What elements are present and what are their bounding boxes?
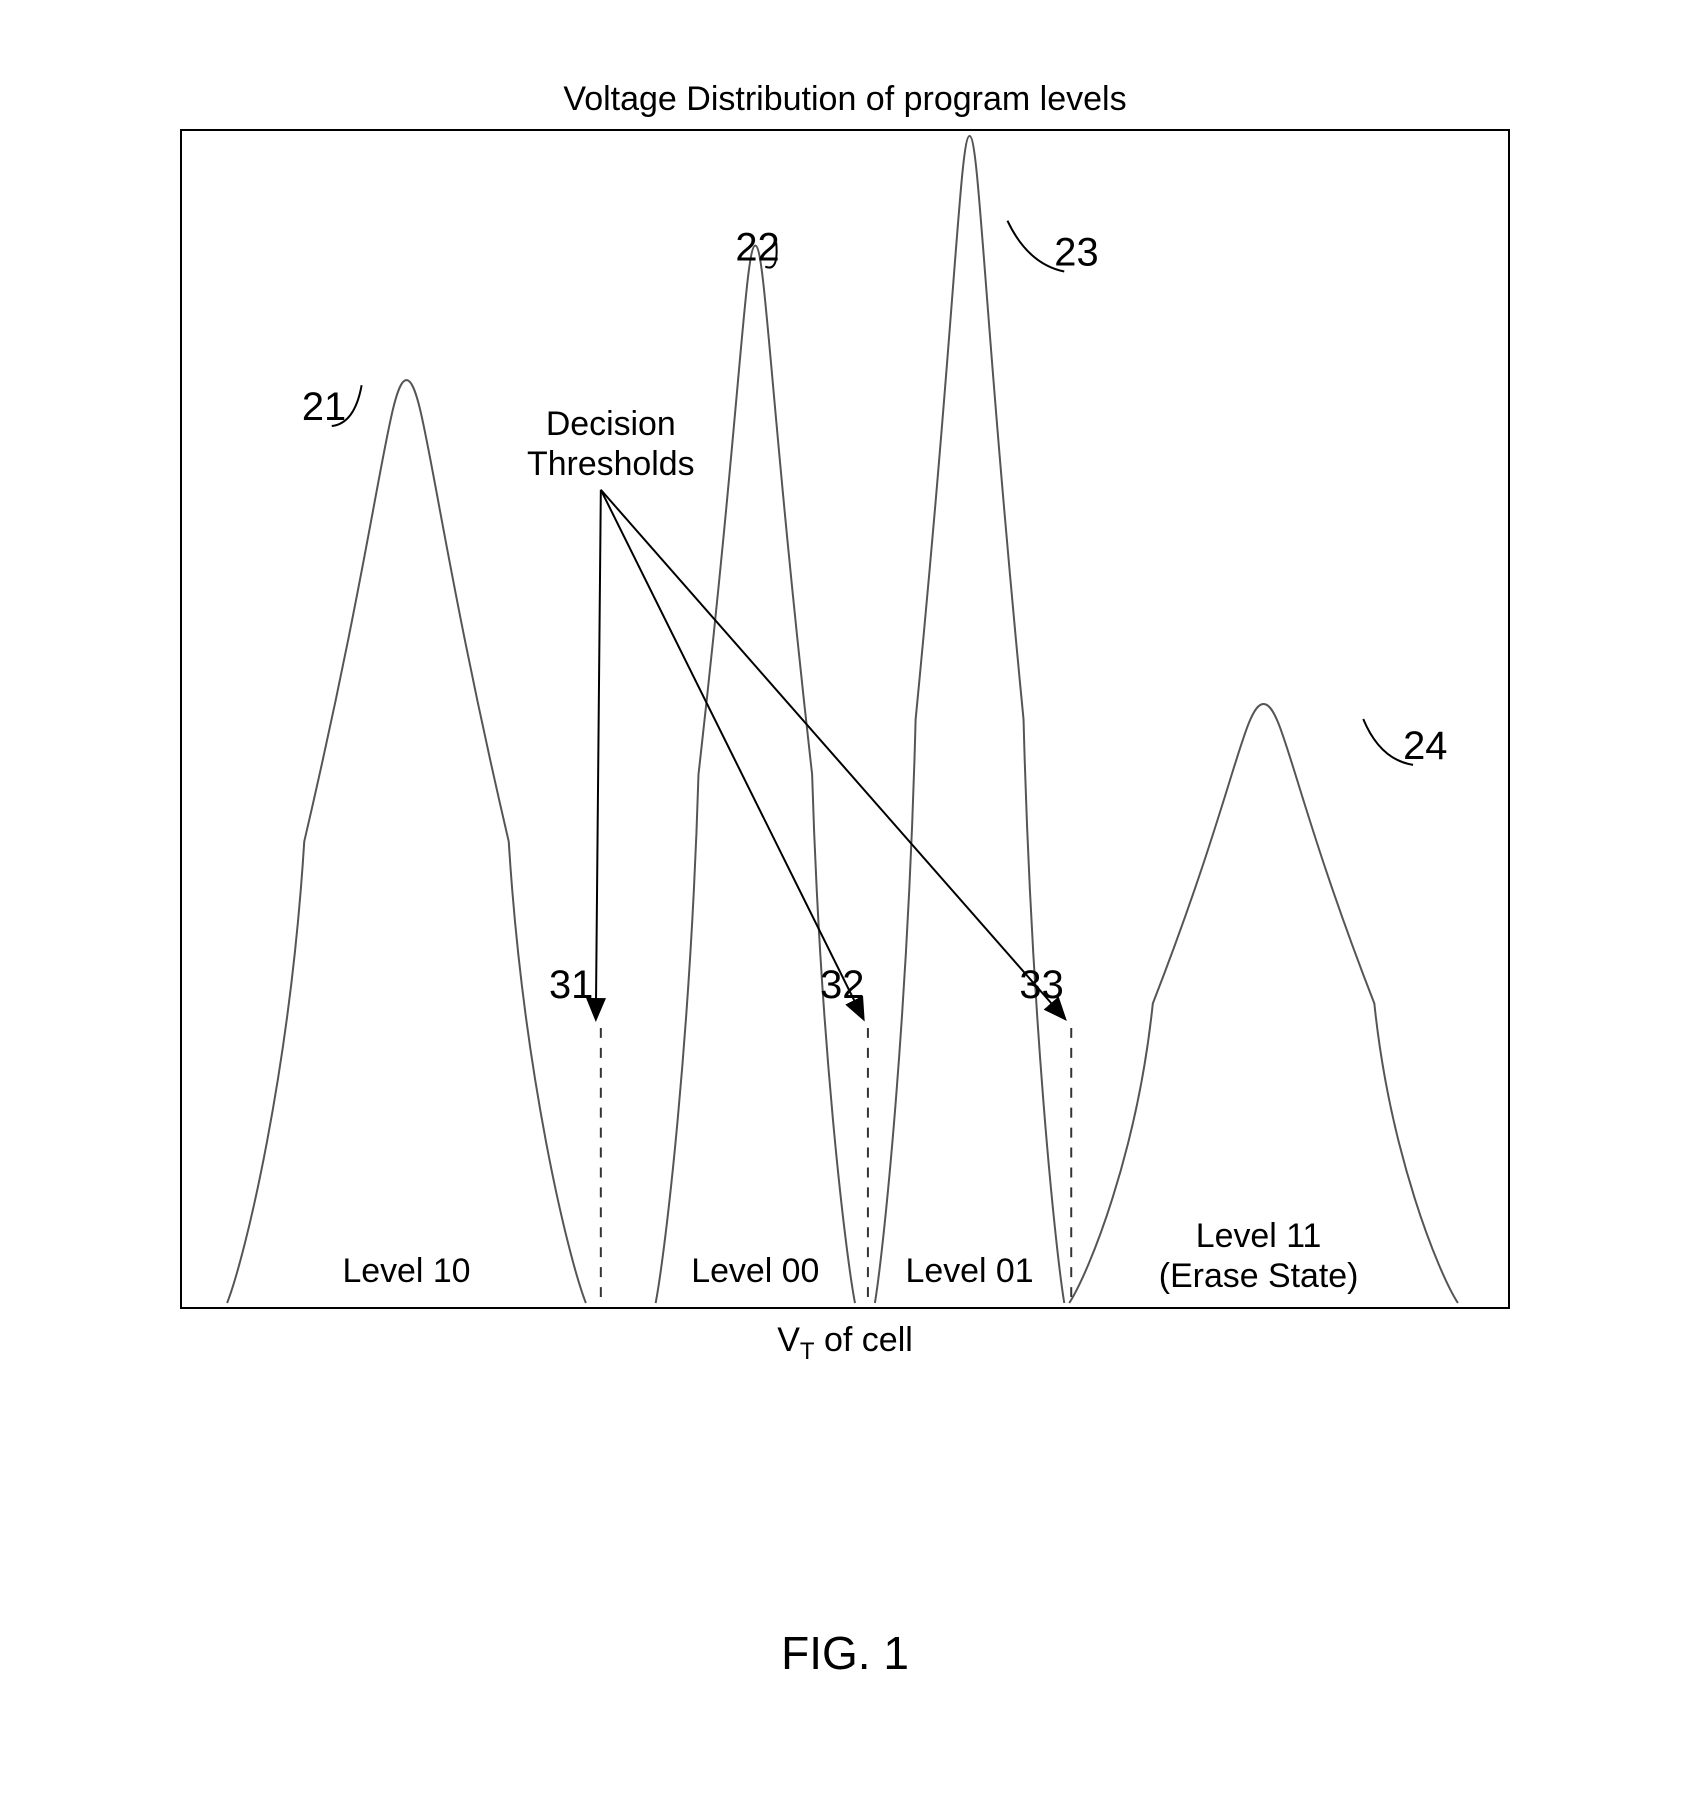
curve-21	[227, 380, 586, 1303]
decision-arrow-1	[596, 490, 601, 1018]
level-label2-24: (Erase State)	[1159, 1257, 1359, 1295]
threshold-arrows	[596, 490, 1064, 1018]
callout-22: 22	[735, 226, 779, 270]
chart-svg: 21 Level 10 22 Level 00 23 Level 01 24 Level 11…	[182, 131, 1508, 1307]
curve-22	[656, 246, 855, 1303]
curve-23	[875, 136, 1064, 1303]
curve-24	[1069, 704, 1458, 1303]
decision-arrow-2	[601, 490, 863, 1018]
callout-24: 24	[1403, 724, 1447, 768]
level-label-21: Level 10	[342, 1252, 470, 1290]
threshold-num-31: 31	[549, 963, 593, 1007]
chart-plot-area: 21 Level 10 22 Level 00 23 Level 01 24 Level 11…	[180, 129, 1510, 1309]
threshold-num-33: 33	[1019, 963, 1063, 1007]
chart-title: Voltage Distribution of program levels	[180, 80, 1510, 119]
x-axis-label: VT of cell	[180, 1321, 1510, 1366]
distribution-curves	[227, 136, 1458, 1303]
callout-21: 21	[302, 385, 346, 429]
callout-23: 23	[1054, 231, 1098, 275]
decision-label-2: Thresholds	[527, 445, 695, 483]
threshold-num-32: 32	[820, 963, 864, 1007]
level-label-24: Level 11	[1196, 1217, 1322, 1255]
chart-labels: 21 Level 10 22 Level 00 23 Level 01 24 Level 11…	[302, 221, 1448, 1295]
decision-arrow-3	[601, 490, 1064, 1018]
figure-number-label: FIG. 1	[180, 1626, 1510, 1680]
figure-container: Voltage Distribution of program levels 2…	[180, 80, 1510, 1680]
decision-label-1: Decision	[546, 405, 676, 443]
level-label-23: Level 01	[906, 1252, 1034, 1290]
level-label-22: Level 00	[691, 1252, 819, 1290]
